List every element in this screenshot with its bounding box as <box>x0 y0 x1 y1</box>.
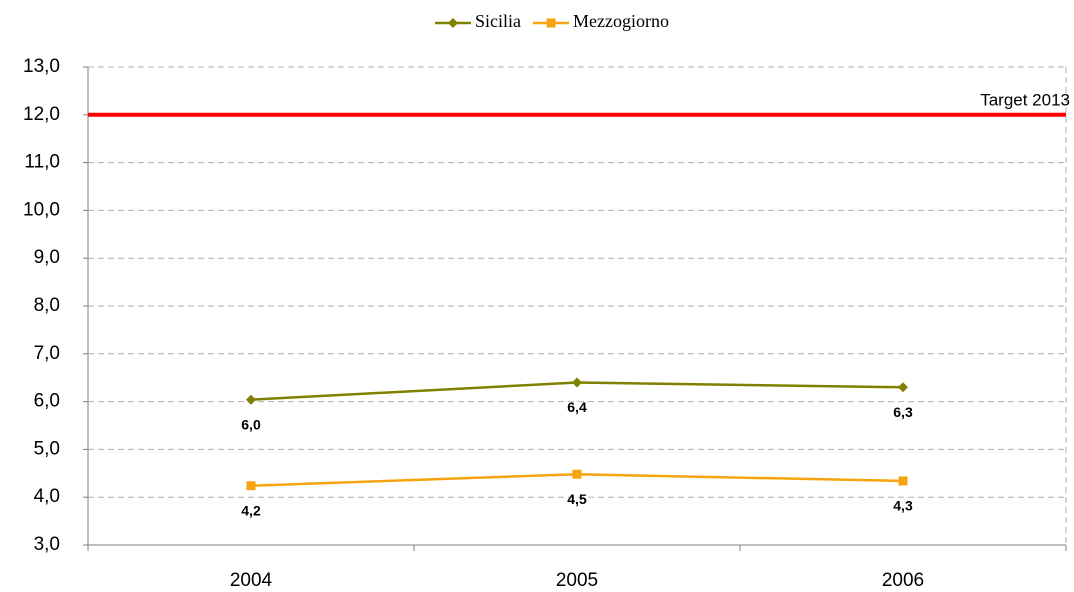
y-tick-label: 10,0 <box>23 199 60 220</box>
target-label: Target 2013 <box>980 90 1070 109</box>
point <box>898 382 908 393</box>
legend-label: Sicilia <box>475 11 521 31</box>
legend-marker <box>448 18 458 28</box>
point <box>898 476 908 486</box>
point <box>572 377 582 388</box>
value-label: 6,3 <box>893 404 913 420</box>
point <box>246 394 256 405</box>
legend-label: Mezzogiorno <box>573 11 669 31</box>
point <box>572 469 582 479</box>
x-tick-label: 2004 <box>230 570 273 591</box>
y-tick-label: 13,0 <box>23 56 60 77</box>
value-label: 4,3 <box>893 498 913 514</box>
y-tick-label: 9,0 <box>34 247 60 268</box>
y-tick-label: 11,0 <box>24 152 60 173</box>
x-tick-label: 2006 <box>882 570 924 591</box>
y-tick-label: 8,0 <box>34 295 60 316</box>
point <box>246 481 256 491</box>
value-label: 6,4 <box>567 399 587 415</box>
x-tick-label: 2005 <box>556 570 598 591</box>
y-tick-label: 12,0 <box>23 104 60 125</box>
value-label: 4,5 <box>567 491 587 507</box>
legend-marker <box>546 18 556 28</box>
y-tick-label: 3,0 <box>34 534 60 555</box>
y-tick-label: 4,0 <box>34 486 60 507</box>
y-tick-label: 5,0 <box>34 438 60 459</box>
value-label: 4,2 <box>241 502 261 518</box>
y-tick-label: 7,0 <box>34 343 60 364</box>
y-tick-label: 6,0 <box>34 391 60 412</box>
value-label: 6,0 <box>241 416 261 432</box>
